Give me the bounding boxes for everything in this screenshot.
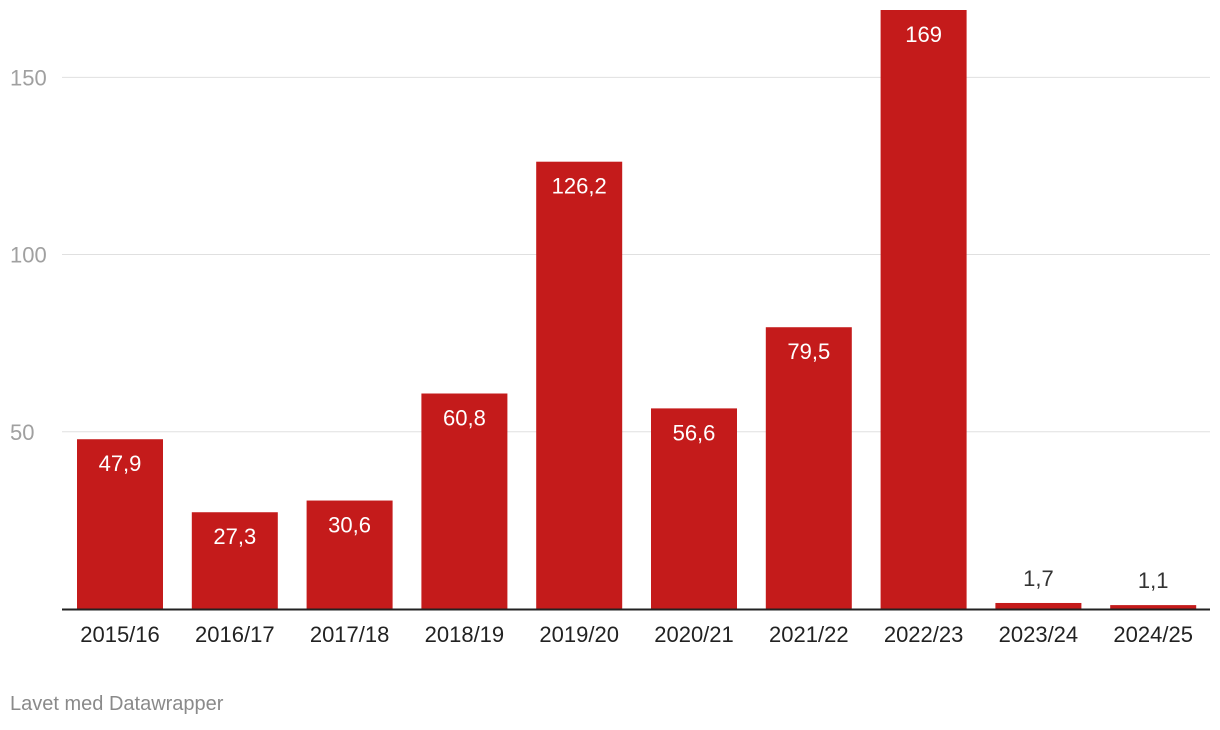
bar-chart: 50 100 150 47,9 2015/16 27,3 2016/17 30,6 2017/1… <box>10 10 1210 647</box>
value-label-2021/22: 79,5 <box>787 339 830 364</box>
value-label-2024/25: 1,1 <box>1138 568 1169 593</box>
value-label-2023/24: 1,7 <box>1023 566 1054 591</box>
value-label-2019/20: 126,2 <box>552 174 607 199</box>
x-tick-label-2018/19: 2018/19 <box>425 622 505 647</box>
value-label-2015/16: 47,9 <box>99 451 142 476</box>
x-tick-label-2017/18: 2017/18 <box>310 622 390 647</box>
value-label-2017/18: 30,6 <box>328 513 371 538</box>
bar-2017/18 <box>306 500 393 609</box>
value-label-2018/19: 60,8 <box>443 406 486 431</box>
x-tick-label-2015/16: 2015/16 <box>80 622 160 647</box>
y-tick-label-100: 100 <box>10 243 47 268</box>
x-tick-label-2022/23: 2022/23 <box>884 622 964 647</box>
footer-credit[interactable]: Lavet med Datawrapper <box>10 693 224 715</box>
y-tick-label-50: 50 <box>10 420 34 445</box>
x-tick-label-2020/21: 2020/21 <box>654 622 734 647</box>
y-tick-label-150: 150 <box>10 65 47 90</box>
bar-2018/19 <box>421 393 508 609</box>
bar-2019/20 <box>536 161 623 609</box>
x-tick-label-2024/25: 2024/25 <box>1113 622 1193 647</box>
bar-2020/21 <box>651 408 737 609</box>
x-tick-label-2023/24: 2023/24 <box>999 622 1079 647</box>
value-label-2016/17: 27,3 <box>213 524 256 549</box>
x-tick-label-2019/20: 2019/20 <box>539 622 619 647</box>
value-label-2020/21: 56,6 <box>673 420 716 445</box>
bar-2015/16 <box>77 439 163 609</box>
bar-2023/24 <box>995 602 1082 609</box>
value-label-2022/23: 169 <box>905 22 942 47</box>
bar-2021/22 <box>765 327 852 609</box>
x-tick-label-2021/22: 2021/22 <box>769 622 849 647</box>
bar-2022/23 <box>880 10 967 609</box>
chart-svg: 50 100 150 47,9 2015/16 27,3 2016/17 30,6 2017/1… <box>10 10 1210 647</box>
bar-2024/25 <box>1110 605 1197 609</box>
bar-2016/17 <box>191 512 278 609</box>
x-tick-label-2016/17: 2016/17 <box>195 622 275 647</box>
